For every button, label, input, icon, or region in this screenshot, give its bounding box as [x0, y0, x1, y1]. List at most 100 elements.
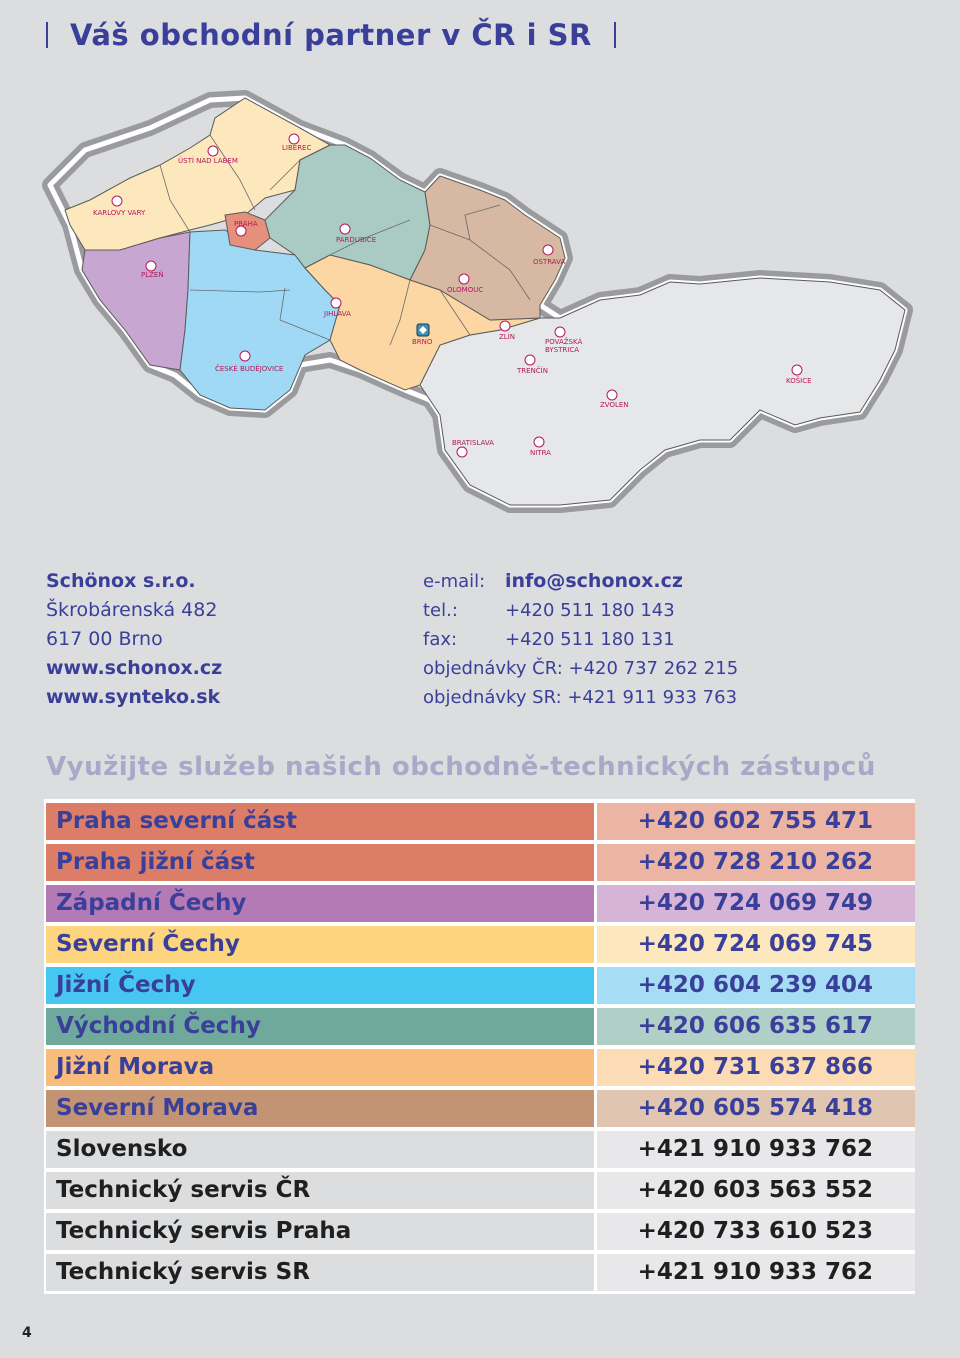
city-marker-karlovy-vary [111, 195, 123, 207]
region-name-cell: Jižní Morava [46, 1049, 594, 1086]
city-marker-liberec [288, 133, 300, 145]
city-label: POVAŽSKÁ [545, 337, 582, 346]
table-row: Západní Čechy +420 724 069 749 [44, 885, 915, 922]
region-name-cell: Severní Morava [46, 1090, 594, 1127]
city-label: NITRA [530, 449, 551, 457]
city-marker-povazska [554, 326, 566, 338]
city-marker-praha [235, 225, 247, 237]
city-label: BYSTRICA [545, 346, 579, 354]
email-link[interactable]: info@schonox.cz [505, 570, 683, 592]
city-marker-ceske-budejovice [239, 350, 251, 362]
table-row: Severní Čechy +420 724 069 745 [44, 926, 915, 963]
city-label: PRAHA [234, 220, 258, 228]
region-severni-morava [409, 175, 566, 321]
city-label: BRNO [412, 338, 433, 346]
city-marker-ostrava [542, 244, 554, 256]
phone-cell[interactable]: +420 733 610 523 [597, 1213, 915, 1250]
phone-cell[interactable]: +420 602 755 471 [597, 803, 915, 840]
city-label: ÚSTÍ NAD LABEM [178, 156, 238, 165]
region-jizni-cechy [179, 229, 341, 411]
fax-number: +420 511 180 131 [505, 629, 675, 650]
city-label: KOŠICE [786, 376, 812, 385]
phone-cell[interactable]: +420 724 069 745 [597, 926, 915, 963]
city-label: BRATISLAVA [452, 439, 494, 447]
city-label: OLOMOUC [447, 286, 483, 294]
table-row: Technický servis Praha +420 733 610 523 [44, 1213, 915, 1250]
city-marker-plzen [145, 260, 157, 272]
region-name-cell: Technický servis ČR [46, 1172, 594, 1209]
title-divider-left [46, 22, 48, 48]
phone-cell[interactable]: +420 605 574 418 [597, 1090, 915, 1127]
postal-city: 617 00 Brno [46, 628, 163, 650]
city-label: PARDUBICE [336, 236, 376, 244]
street-address: Škrobárenská 482 [46, 599, 218, 621]
phone-cell[interactable]: +420 731 637 866 [597, 1049, 915, 1086]
table-row: Technický servis SR +421 910 933 762 [44, 1254, 915, 1291]
region-name-cell: Jižní Čechy [46, 967, 594, 1004]
phone-cell[interactable]: +420 728 210 262 [597, 844, 915, 881]
city-label: ZLÍN [499, 332, 515, 341]
city-marker-olomouc [458, 273, 470, 285]
table-row: Praha severní část +420 602 755 471 [44, 803, 915, 840]
company-name: Schönox s.r.o. [46, 570, 196, 592]
orders-sr: objednávky SR: +421 911 933 763 [423, 687, 738, 708]
phone-cell[interactable]: +420 606 635 617 [597, 1008, 915, 1045]
region-name-cell: Praha severní část [46, 803, 594, 840]
section-subtitle: Využijte služeb našich obchodně-technick… [46, 752, 876, 782]
orders-cr: objednávky ČR: +420 737 262 215 [423, 658, 739, 679]
city-marker-trencin [524, 354, 536, 366]
tel-label: tel.: [423, 600, 458, 621]
page-title-block: Váš obchodní partner v ČR i SR [46, 18, 616, 52]
table-row: Severní Morava +420 605 574 418 [44, 1090, 915, 1127]
region-praha [224, 211, 271, 251]
table-row: Technický servis ČR +420 603 563 552 [44, 1172, 915, 1209]
city-marker-kosice [791, 364, 803, 376]
table-row: Jižní Čechy +420 604 239 404 [44, 967, 915, 1004]
table-row: Jižní Morava +420 731 637 866 [44, 1049, 915, 1086]
region-name-cell: Technický servis SR [46, 1254, 594, 1291]
website-link-cz[interactable]: www.schonox.cz [46, 657, 223, 679]
regional-map: ÚSTÍ NAD LABEM LIBEREC KARLOVY VARY PRAH… [42, 90, 913, 513]
tel-number: +420 511 180 143 [505, 600, 675, 621]
contact-details: e-mail: info@schonox.cz tel.: +420 511 180… [423, 567, 738, 712]
region-name-cell: Slovensko [46, 1131, 594, 1168]
city-label: ZVOLEN [600, 401, 629, 409]
representatives-table: Praha severní část +420 602 755 471 Praha … [44, 799, 915, 1294]
address-block: Schönox s.r.o. Škrobárenská 482 617 00 B… [46, 567, 222, 712]
brno-hq-icon [416, 323, 430, 337]
city-marker-zvolen [606, 389, 618, 401]
table-row: Praha jižní část +420 728 210 262 [44, 844, 915, 881]
table-row: Slovensko +421 910 933 762 [44, 1131, 915, 1168]
city-label: OSTRAVA [533, 258, 565, 266]
city-marker-bratislava [456, 446, 468, 458]
title-divider-right [613, 22, 616, 48]
fax-label: fax: [423, 629, 458, 650]
region-name-cell: Severní Čechy [46, 926, 594, 963]
city-marker-usti [207, 145, 219, 157]
city-marker-nitra [533, 436, 545, 448]
city-label: LIBEREC [282, 144, 311, 152]
page-number: 4 [22, 1325, 32, 1341]
page-title: Váš obchodní partner v ČR i SR [70, 18, 592, 52]
phone-cell[interactable]: +420 604 239 404 [597, 967, 915, 1004]
phone-cell[interactable]: +420 724 069 749 [597, 885, 915, 922]
city-marker-jihlava [330, 297, 342, 309]
city-label: KARLOVY VARY [93, 209, 146, 217]
city-label: TRENČÍN [516, 366, 548, 375]
website-link-sk[interactable]: www.synteko.sk [46, 686, 221, 708]
region-name-cell: Západní Čechy [46, 885, 594, 922]
city-marker-zlin [499, 320, 511, 332]
region-name-cell: Východní Čechy [46, 1008, 594, 1045]
phone-cell[interactable]: +421 910 933 762 [597, 1254, 915, 1291]
city-label: JIHLAVA [323, 310, 351, 318]
region-slovensko [419, 277, 906, 506]
city-marker-pardubice [339, 223, 351, 235]
region-name-cell: Praha jižní část [46, 844, 594, 881]
city-label: ČESKÉ BUDĚJOVICE [215, 364, 283, 373]
region-name-cell: Technický servis Praha [46, 1213, 594, 1250]
email-label: e-mail: [423, 571, 486, 592]
phone-cell[interactable]: +421 910 933 762 [597, 1131, 915, 1168]
city-label: PLZEŇ [141, 270, 164, 279]
table-row: Východní Čechy +420 606 635 617 [44, 1008, 915, 1045]
phone-cell[interactable]: +420 603 563 552 [597, 1172, 915, 1209]
